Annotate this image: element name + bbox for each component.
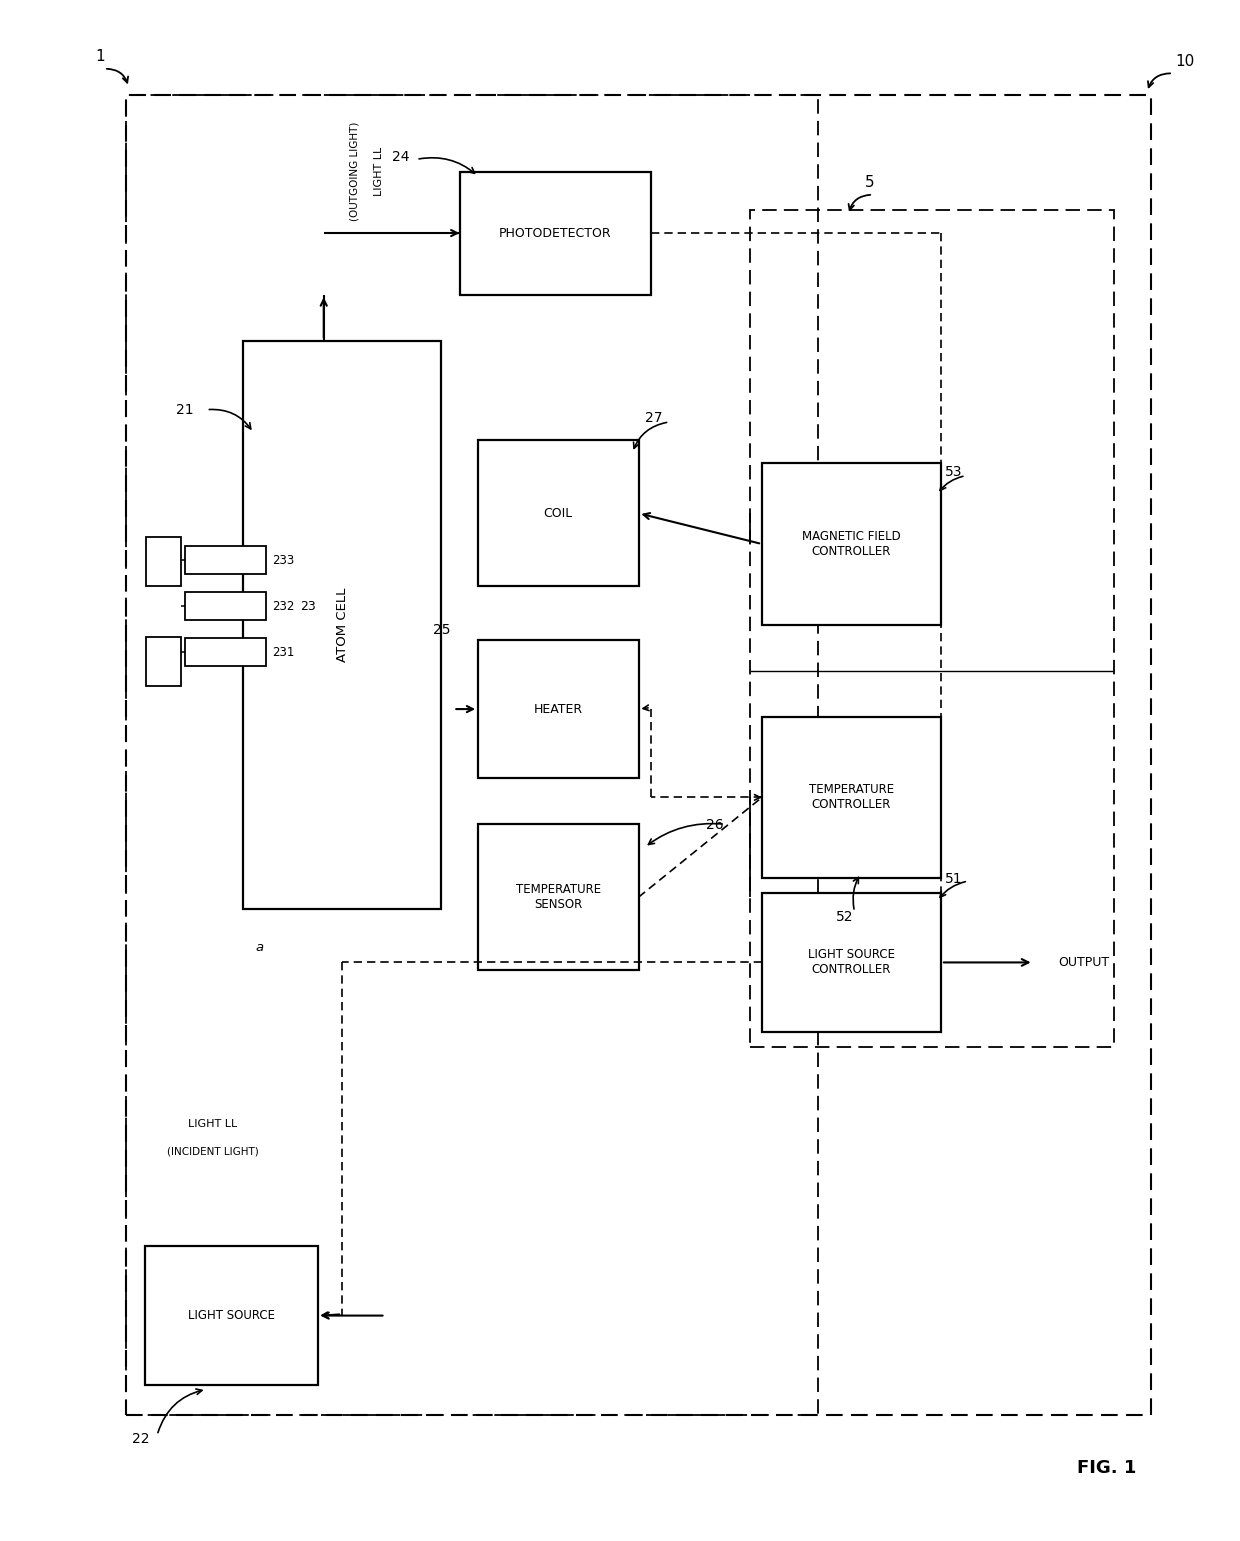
Text: LIGHT LL: LIGHT LL bbox=[374, 146, 384, 196]
Text: 53: 53 bbox=[945, 465, 962, 479]
Text: 233: 233 bbox=[272, 553, 294, 567]
Bar bbox=[479, 824, 639, 971]
Text: HEATER: HEATER bbox=[533, 703, 583, 715]
Text: 25: 25 bbox=[434, 623, 451, 636]
Text: ATOM CELL: ATOM CELL bbox=[336, 587, 348, 661]
Text: 24: 24 bbox=[392, 149, 409, 163]
Text: 10: 10 bbox=[1176, 54, 1195, 69]
Text: 231: 231 bbox=[272, 646, 294, 658]
Text: (OUTGOING LIGHT): (OUTGOING LIGHT) bbox=[350, 122, 360, 222]
Text: LIGHT SOURCE: LIGHT SOURCE bbox=[187, 1310, 274, 1322]
Text: TEMPERATURE
CONTROLLER: TEMPERATURE CONTROLLER bbox=[808, 783, 894, 812]
Bar bbox=[186, 638, 265, 666]
Bar bbox=[761, 717, 941, 878]
Text: 21: 21 bbox=[176, 404, 193, 418]
Text: 22: 22 bbox=[133, 1432, 150, 1445]
Text: 51: 51 bbox=[945, 872, 962, 886]
Bar bbox=[146, 636, 181, 686]
Bar bbox=[186, 547, 265, 573]
Text: PHOTODETECTOR: PHOTODETECTOR bbox=[498, 227, 611, 239]
Text: LIGHT LL: LIGHT LL bbox=[188, 1119, 237, 1128]
Bar bbox=[460, 171, 651, 294]
Bar bbox=[126, 96, 1151, 1415]
Text: (INCIDENT LIGHT): (INCIDENT LIGHT) bbox=[166, 1147, 258, 1156]
Bar bbox=[145, 1247, 317, 1385]
Bar bbox=[479, 441, 639, 586]
Text: LIGHT SOURCE
CONTROLLER: LIGHT SOURCE CONTROLLER bbox=[808, 948, 895, 977]
Text: 52: 52 bbox=[836, 911, 853, 925]
Text: 23: 23 bbox=[300, 599, 316, 613]
Bar bbox=[126, 96, 817, 1415]
Bar bbox=[146, 538, 181, 586]
Bar bbox=[479, 640, 639, 778]
Bar bbox=[186, 592, 265, 619]
Text: 26: 26 bbox=[707, 818, 724, 832]
Text: FIG. 1: FIG. 1 bbox=[1076, 1459, 1136, 1476]
Text: a: a bbox=[255, 940, 264, 954]
Text: 1: 1 bbox=[95, 49, 105, 65]
Bar bbox=[761, 894, 941, 1031]
Text: 232: 232 bbox=[272, 599, 294, 613]
Text: OUTPUT: OUTPUT bbox=[1058, 955, 1110, 969]
Bar bbox=[761, 464, 941, 624]
Text: MAGNETIC FIELD
CONTROLLER: MAGNETIC FIELD CONTROLLER bbox=[802, 530, 900, 558]
Text: COIL: COIL bbox=[543, 507, 573, 519]
Text: TEMPERATURE
SENSOR: TEMPERATURE SENSOR bbox=[516, 883, 601, 911]
Text: 5: 5 bbox=[864, 176, 874, 190]
Text: 27: 27 bbox=[645, 411, 662, 425]
Bar bbox=[750, 210, 1114, 1046]
Bar bbox=[243, 341, 441, 909]
